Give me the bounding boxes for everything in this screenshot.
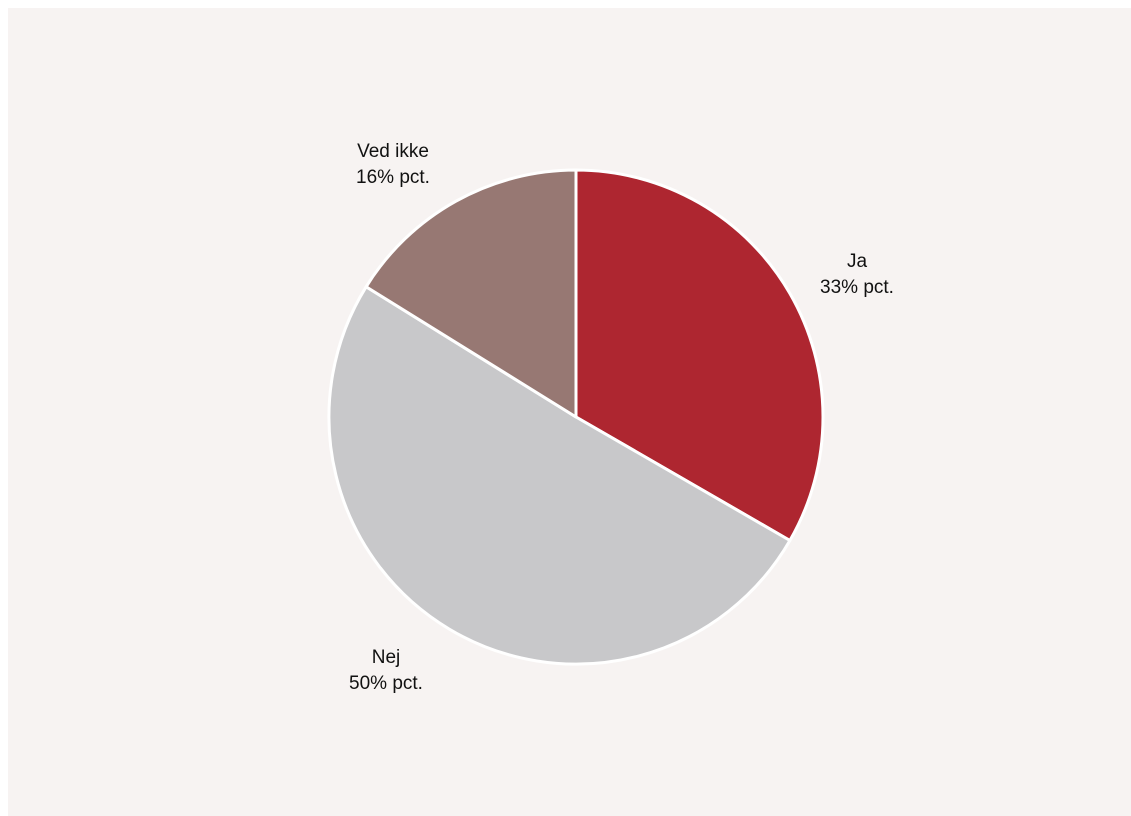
slice-label-ved-ikke: Ved ikke: [357, 141, 429, 162]
pie-slice-ved-ikke: [364, 168, 578, 419]
slice-label-nej: Nej: [372, 647, 401, 668]
pie-slice-nej: [327, 285, 792, 666]
slice-value-ja: 33% pct.: [820, 277, 894, 298]
pie-slice-ja: [574, 168, 825, 542]
slice-value-ved-ikke: 16% pct.: [356, 167, 430, 188]
slice-value-nej: 50% pct.: [349, 673, 423, 694]
slice-label-ja: Ja: [847, 251, 868, 272]
